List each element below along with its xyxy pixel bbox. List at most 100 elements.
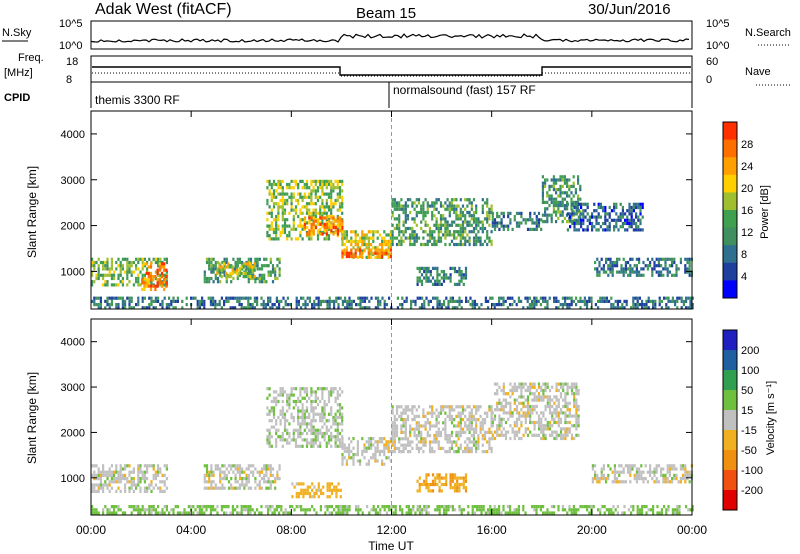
power-region-5 — [303, 216, 344, 236]
power-colorbar-tick-3: 16 — [741, 205, 753, 217]
power-y-tick-1: 2000 — [61, 221, 85, 233]
velocity-region-7 — [491, 382, 580, 441]
freq-label: Freq. — [18, 52, 44, 64]
velocity-y-tick-1: 2000 — [61, 427, 85, 439]
power-region-0 — [91, 257, 168, 287]
power-colorbar-tick-0: 4 — [741, 271, 747, 283]
power-colorbar-label: Power [dB] — [759, 185, 771, 239]
velocity-colorbar-swatch-7 — [723, 470, 737, 491]
velocity-region-5 — [416, 473, 468, 493]
power-region-6 — [341, 230, 392, 259]
velocity-colorbar-label: Velocity [m s⁻¹] — [765, 381, 777, 455]
station-title: Adak West (fitACF) — [95, 1, 232, 18]
velocity-colorbar-swatch-6 — [723, 450, 737, 471]
nsky-strip: N.Sky 10^5 10^0 10^5 10^0 N.Search — [2, 18, 791, 52]
nsky-tick-top: 10^5 — [59, 18, 83, 30]
nave-tick-top: 60 — [706, 56, 718, 68]
velocity-colorbar-tick-5: -50 — [741, 445, 757, 457]
cpid-segment-1: themis 3300 RF — [95, 93, 180, 107]
freq-series — [92, 66, 691, 76]
freq-strip: Freq. [MHz] 18 8 60 0 Nave — [4, 52, 790, 86]
power-colorbar-tick-2: 12 — [741, 227, 753, 239]
velocity-colorbar-swatch-4 — [723, 410, 737, 431]
nsky-label: N.Sky — [2, 27, 32, 39]
velocity-colorbar-swatch-5 — [723, 430, 737, 451]
power-colorbar-swatch-9 — [723, 280, 737, 299]
velocity-colorbar-swatch-0 — [723, 330, 737, 351]
power-region-12 — [566, 202, 644, 232]
power-colorbar-swatch-8 — [723, 262, 737, 281]
velocity-colorbar-swatch-2 — [723, 370, 737, 391]
power-y-tick-3: 4000 — [61, 129, 85, 141]
nsearch-label: N.Search — [745, 27, 791, 39]
power-colorbar-tick-4: 20 — [741, 183, 753, 195]
power-colorbar-swatch-4 — [723, 192, 737, 211]
power-region-11 — [541, 175, 582, 224]
power-colorbar-swatch-0 — [723, 122, 737, 141]
velocity-region-3 — [341, 437, 392, 466]
velocity-y-tick-0: 1000 — [61, 473, 85, 485]
velocity-colorbar-swatch-3 — [723, 390, 737, 411]
velocity-region-0 — [91, 464, 168, 493]
velocity-colorbar: Velocity [m s⁻¹] 200 100 50 15 -15 -50 -100 -20… — [722, 329, 777, 511]
velocity-colorbar-tick-2: 50 — [741, 385, 753, 397]
power-region-1 — [141, 262, 168, 291]
nave-label: Nave — [745, 66, 771, 78]
power-region-7 — [341, 248, 392, 259]
cpid-strip: CPID themis 3300 RF normalsound (fast) 1… — [4, 82, 693, 108]
power-colorbar-swatch-7 — [723, 245, 737, 264]
power-colorbar-swatch-6 — [723, 227, 737, 246]
x-tick-1: 04:00 — [176, 523, 206, 537]
velocity-region-8 — [591, 464, 693, 484]
velocity-y-tick-2: 3000 — [61, 382, 85, 394]
velocity-colorbar-tick-0: 200 — [741, 345, 759, 357]
velocity-panel: 1000 2000 3000 4000 Slant Range [km] — [25, 318, 694, 516]
x-tick-0: 00:00 — [76, 523, 106, 537]
power-colorbar-tick-1: 8 — [741, 249, 747, 261]
velocity-colorbar-swatch-8 — [723, 490, 737, 511]
date-title: 30/Jun/2016 — [588, 1, 671, 18]
power-y-tick-0: 1000 — [61, 266, 85, 278]
nsearch-tick-top: 10^5 — [706, 18, 730, 30]
x-tick-5: 20:00 — [577, 523, 607, 537]
velocity-region-6 — [291, 482, 342, 499]
x-axis-label: Time UT — [368, 539, 414, 553]
power-region-10 — [491, 211, 543, 231]
power-colorbar-swatch-5 — [723, 210, 737, 229]
velocity-colorbar-tick-6: -100 — [741, 465, 763, 477]
cpid-segment-2: normalsound (fast) 157 RF — [393, 83, 536, 97]
velocity-region-9 — [91, 505, 694, 515]
power-region-14 — [91, 296, 694, 310]
nsky-tick-bottom: 10^0 — [59, 40, 83, 52]
velocity-colorbar-tick-1: 100 — [741, 365, 759, 377]
freq-tick-bottom: 8 — [66, 74, 72, 86]
nsearch-tick-bottom: 10^0 — [706, 40, 730, 52]
velocity-y-axis-label: Slant Range [km] — [25, 372, 39, 464]
power-panel: 1000 2000 3000 4000 Slant Range [km] — [25, 110, 694, 310]
velocity-colorbar-tick-4: -15 — [741, 425, 757, 437]
nave-tick-bottom: 0 — [706, 74, 712, 86]
power-y-axis-label: Slant Range [km] — [25, 166, 39, 258]
power-colorbar-swatch-2 — [723, 157, 737, 176]
freq-unit: [MHz] — [4, 67, 33, 79]
freq-tick-top: 18 — [66, 56, 78, 68]
beam-title: Beam 15 — [356, 5, 416, 22]
x-tick-2: 08:00 — [276, 523, 306, 537]
cpid-label: CPID — [4, 92, 30, 104]
velocity-colorbar-tick-3: 15 — [741, 405, 753, 417]
velocity-colorbar-tick-7: -200 — [741, 485, 763, 497]
x-tick-4: 16:00 — [477, 523, 507, 537]
power-colorbar-swatch-1 — [723, 139, 737, 158]
power-colorbar-swatch-3 — [723, 174, 737, 193]
x-tick-3: 12:00 — [376, 523, 406, 537]
velocity-region-4 — [391, 405, 493, 454]
power-y-tick-2: 3000 — [61, 175, 85, 187]
velocity-colorbar-swatch-1 — [723, 350, 737, 371]
velocity-y-tick-3: 4000 — [61, 337, 85, 349]
x-tick-6: 00:00 — [677, 523, 707, 537]
velocity-region-2 — [266, 387, 344, 448]
nave-series — [92, 72, 691, 77]
power-region-9 — [416, 266, 468, 286]
power-colorbar-tick-6: 28 — [741, 139, 753, 151]
